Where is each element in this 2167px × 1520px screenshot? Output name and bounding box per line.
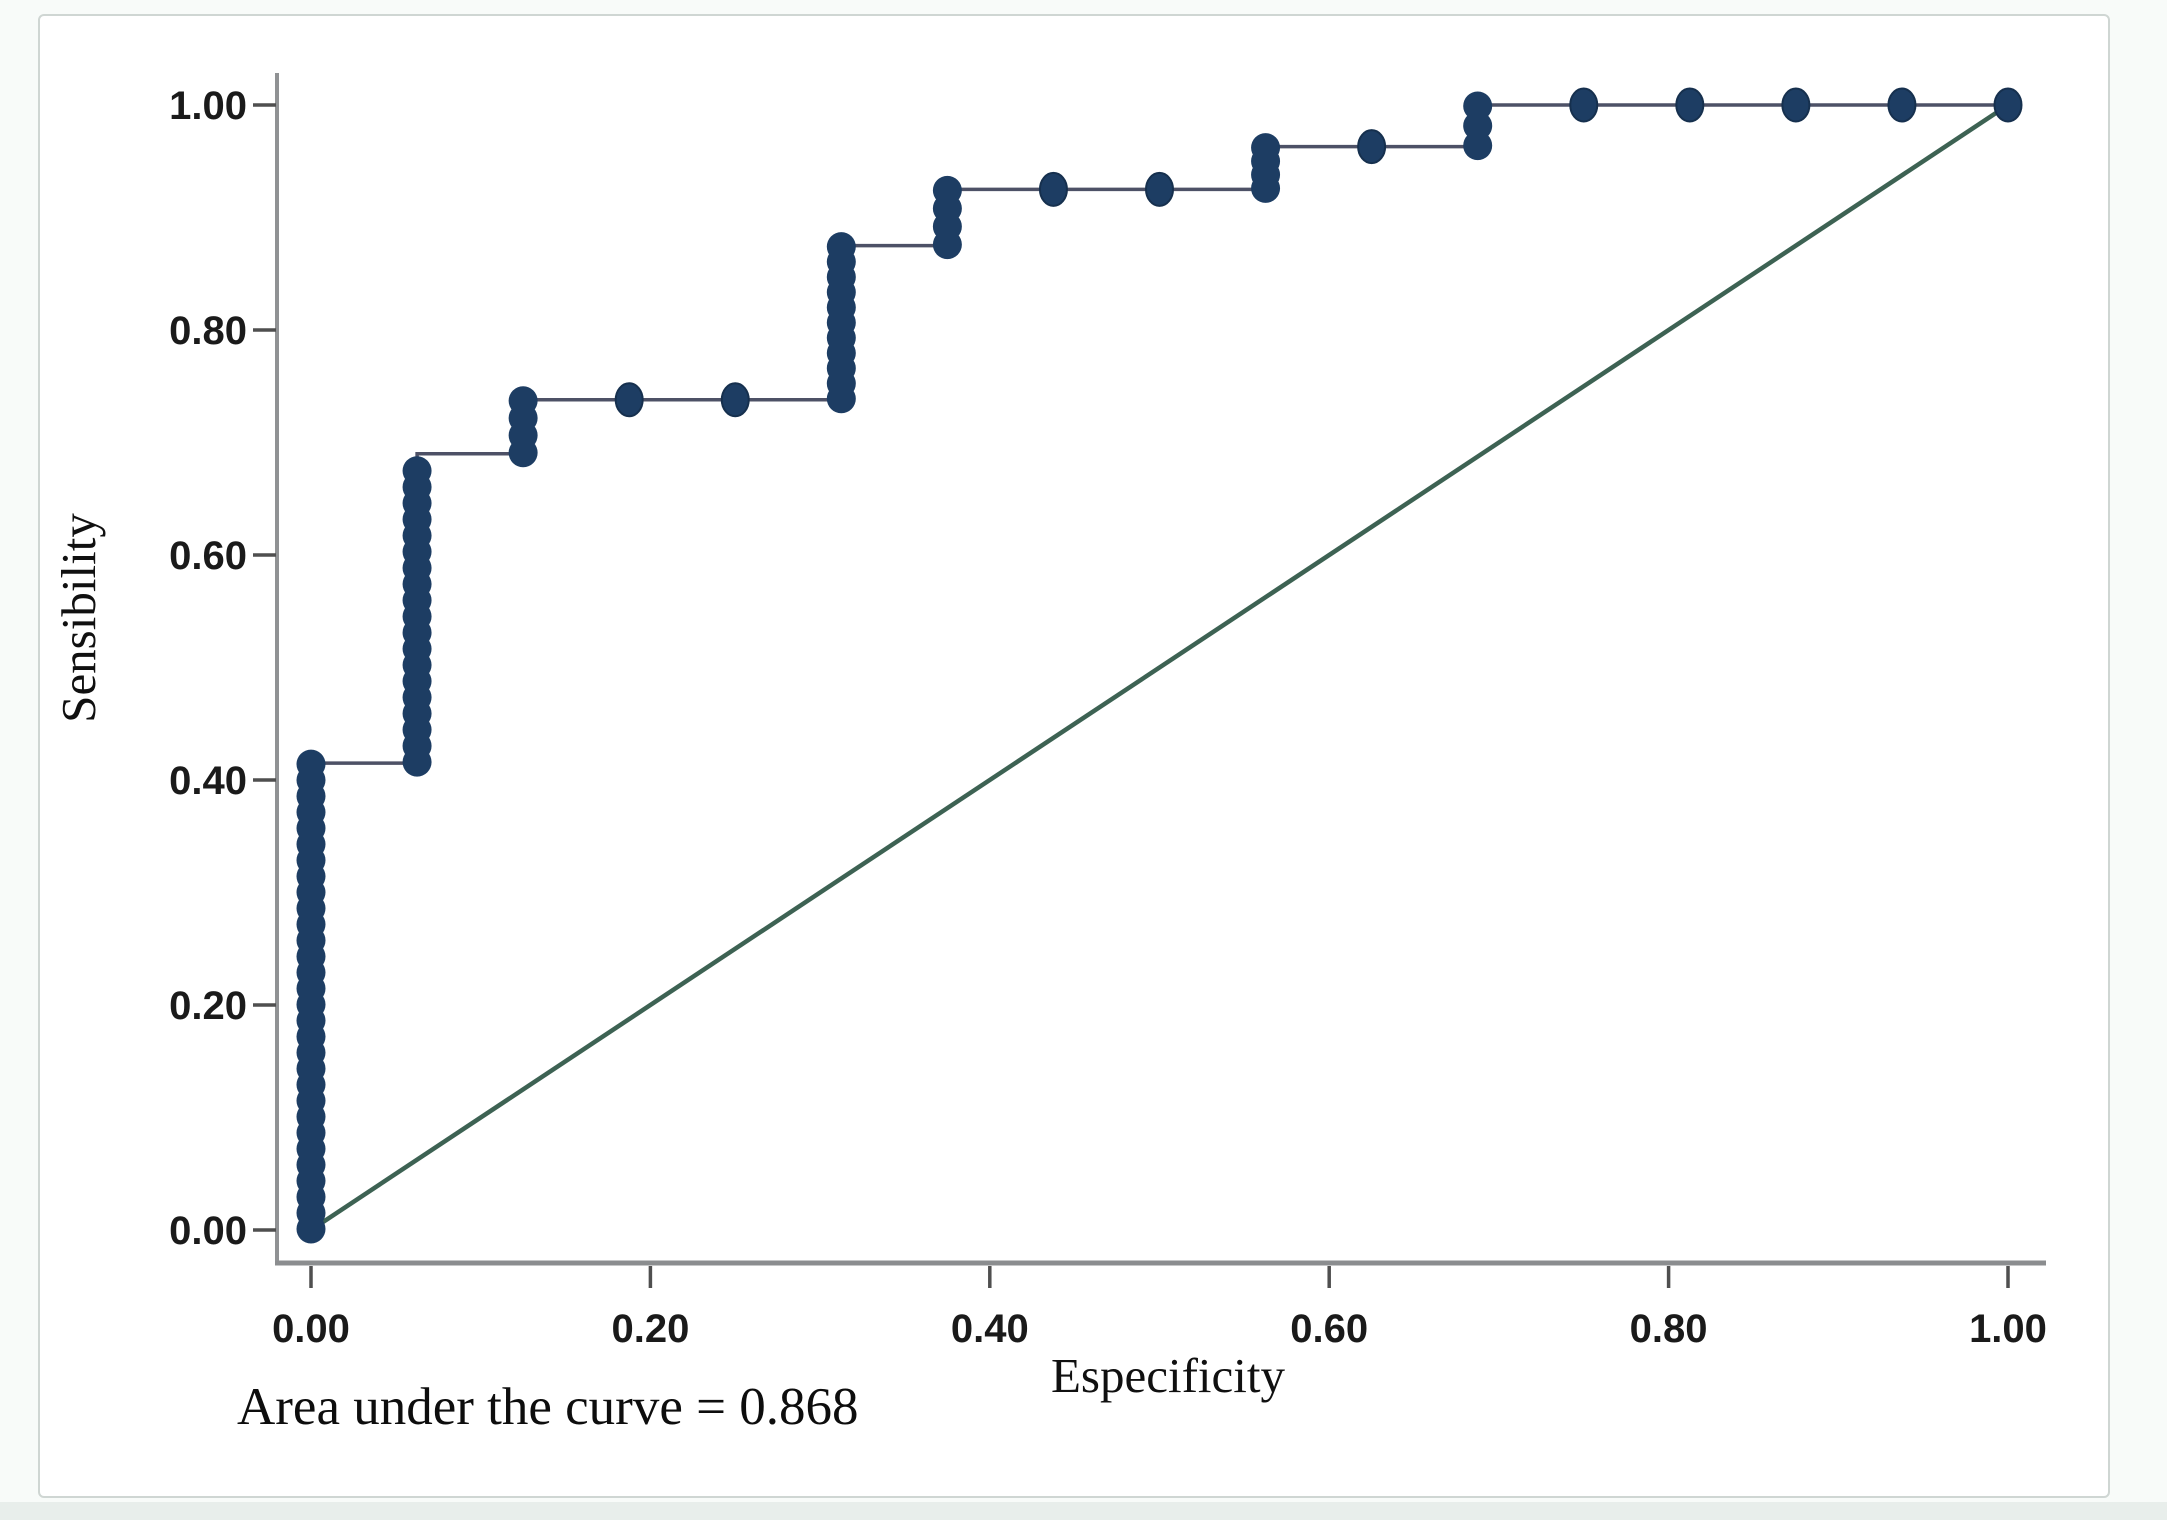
- axes-layer: [275, 73, 2046, 1266]
- y-tick-label: 1.00: [169, 84, 247, 128]
- reference-line-layer: [309, 103, 2010, 1232]
- y-tick-label: 0.80: [169, 309, 247, 353]
- roc-data-point: [1887, 87, 1917, 123]
- x-tick-label: 0.20: [611, 1307, 689, 1351]
- roc-data-point: [1357, 129, 1387, 165]
- reference-diagonal-line: [309, 103, 2010, 1232]
- x-tick-label: 0.40: [951, 1307, 1029, 1351]
- roc-data-point: [1145, 171, 1174, 207]
- roc-data-point: [1781, 87, 1811, 123]
- page-bottom-strip: [0, 1502, 2167, 1520]
- x-tick-label: 0.00: [272, 1307, 350, 1351]
- roc-data-point: [1038, 171, 1068, 207]
- figure-frame: [38, 14, 2110, 1498]
- x-tick-label: 1.00: [1969, 1307, 2047, 1351]
- y-axis-title: Sensibility: [51, 513, 106, 723]
- roc-data-point: [720, 382, 750, 418]
- x-axis-title: Especificity: [1051, 1348, 1286, 1403]
- y-tick-label: 0.00: [169, 1209, 247, 1253]
- roc-data-point: [1675, 87, 1705, 123]
- roc-marker-column-layer: [296, 91, 1493, 1244]
- x-tick-label: 0.80: [1630, 1307, 1708, 1351]
- roc-data-point: [1993, 87, 2023, 123]
- x-tick-label: 0.60: [1290, 1307, 1368, 1351]
- roc-data-point: [614, 382, 644, 418]
- roc-data-point: [1569, 87, 1599, 123]
- y-tick-label: 0.40: [169, 759, 247, 803]
- label-layer: Sensibility Especificity Area under the …: [51, 513, 1286, 1436]
- tick-layer: 0.00 0.20 0.40 0.60 0.80 1.00 0.00 0.20 0.40 0.60…: [169, 84, 2047, 1351]
- y-tick-label: 0.60: [169, 534, 247, 578]
- roc-marker-layer: [614, 87, 2023, 418]
- y-tick-label: 0.20: [169, 984, 247, 1028]
- auc-caption: Area under the curve = 0.868: [237, 1378, 858, 1436]
